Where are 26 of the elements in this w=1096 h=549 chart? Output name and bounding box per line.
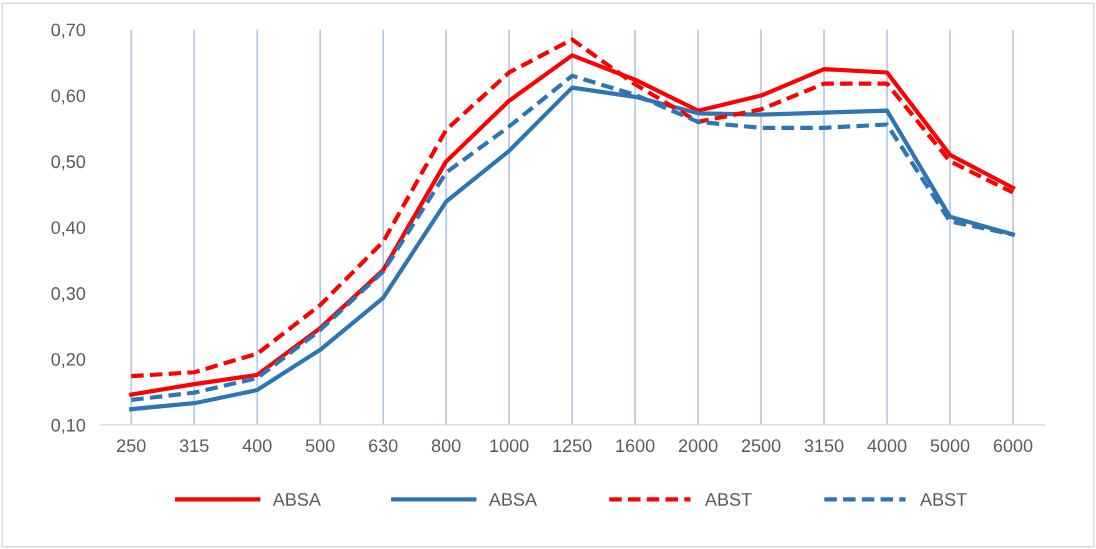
x-tick-label: 400: [242, 439, 272, 453]
x-tick-label: 3150: [804, 439, 844, 453]
x-tick-label: 1000: [490, 439, 529, 453]
y-tick-label: 0,50: [51, 155, 86, 171]
y-tick-label: 0,30: [51, 287, 86, 303]
legend-label: ABST: [704, 493, 752, 506]
x-tick-label: 4000: [867, 439, 907, 453]
legend-label: ABST: [920, 493, 967, 506]
x-tick-label: 2000: [678, 439, 718, 453]
x-tick-label: 1250: [553, 439, 592, 453]
x-tick-label: 6000: [993, 439, 1033, 453]
legend-label: ABSA: [272, 493, 321, 506]
x-tick-label: 1600: [616, 439, 655, 453]
x-tick-label: 2500: [741, 439, 781, 453]
x-tick-label: 800: [431, 439, 461, 453]
y-tick-label: 0,10: [51, 418, 86, 434]
y-tick-label: 0,60: [51, 89, 86, 105]
y-tick-label: 0,20: [51, 352, 86, 368]
y-tick-label: 0,40: [51, 221, 86, 237]
legend-label: ABSA: [488, 493, 537, 506]
x-tick-label: 500: [305, 439, 335, 453]
x-tick-label: 630: [369, 439, 398, 453]
x-tick-label: 315: [179, 439, 209, 453]
y-tick-label: 0,70: [51, 23, 86, 39]
x-tick-label: 5000: [930, 439, 970, 453]
x-tick-label: 250: [117, 439, 146, 453]
